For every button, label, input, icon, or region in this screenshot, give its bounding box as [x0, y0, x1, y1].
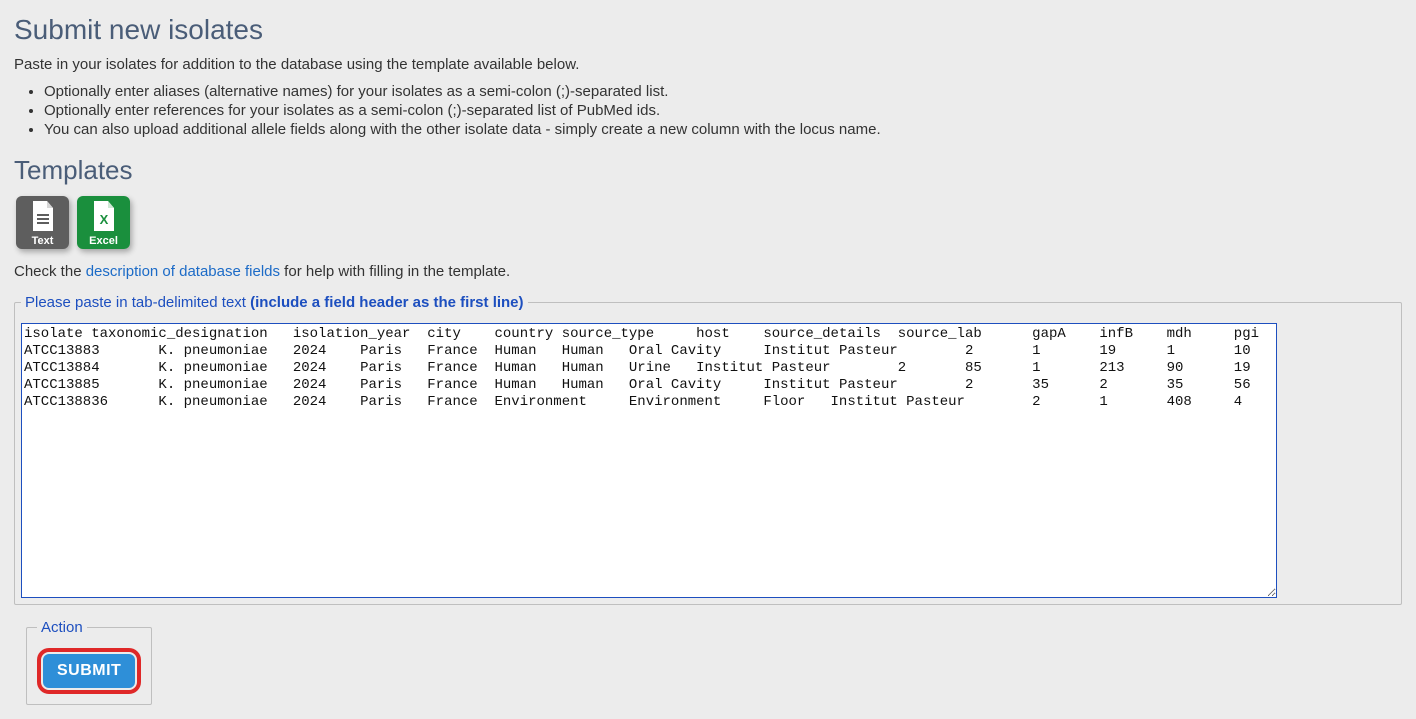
submit-button[interactable]: Submit: [43, 654, 135, 688]
instruction-list: Optionally enter aliases (alternative na…: [14, 83, 1402, 139]
action-legend: Action: [37, 619, 87, 636]
text-template-label: Text: [16, 235, 69, 247]
paste-fieldset: Please paste in tab-delimited text (incl…: [14, 294, 1402, 605]
check-line: Check the description of database fields…: [14, 263, 1402, 280]
template-buttons: Text X Excel: [16, 196, 1402, 249]
excel-file-icon: X: [91, 201, 117, 233]
text-template-button[interactable]: Text: [16, 196, 69, 249]
templates-heading: Templates: [14, 155, 1402, 186]
check-suffix: for help with filling in the template.: [280, 263, 510, 280]
intro-text: Paste in your isolates for addition to t…: [14, 56, 1402, 73]
list-item: You can also upload additional allele fi…: [44, 121, 1402, 140]
list-item: Optionally enter references for your iso…: [44, 102, 1402, 121]
excel-template-label: Excel: [77, 235, 130, 247]
text-file-icon: [30, 201, 56, 233]
paste-legend-lead: Please paste in tab-delimited text: [25, 294, 250, 311]
page-title: Submit new isolates: [14, 14, 1402, 46]
excel-template-button[interactable]: X Excel: [77, 196, 130, 249]
isolate-data-textarea[interactable]: [21, 323, 1277, 598]
paste-legend: Please paste in tab-delimited text (incl…: [21, 294, 528, 311]
svg-text:X: X: [99, 212, 108, 227]
paste-legend-strong: (include a field header as the first lin…: [250, 294, 523, 311]
list-item: Optionally enter aliases (alternative na…: [44, 83, 1402, 102]
action-fieldset: Action Submit: [26, 619, 152, 705]
submit-highlight-ring: Submit: [37, 648, 141, 694]
check-prefix: Check the: [14, 263, 86, 280]
db-fields-link[interactable]: description of database fields: [86, 263, 280, 280]
